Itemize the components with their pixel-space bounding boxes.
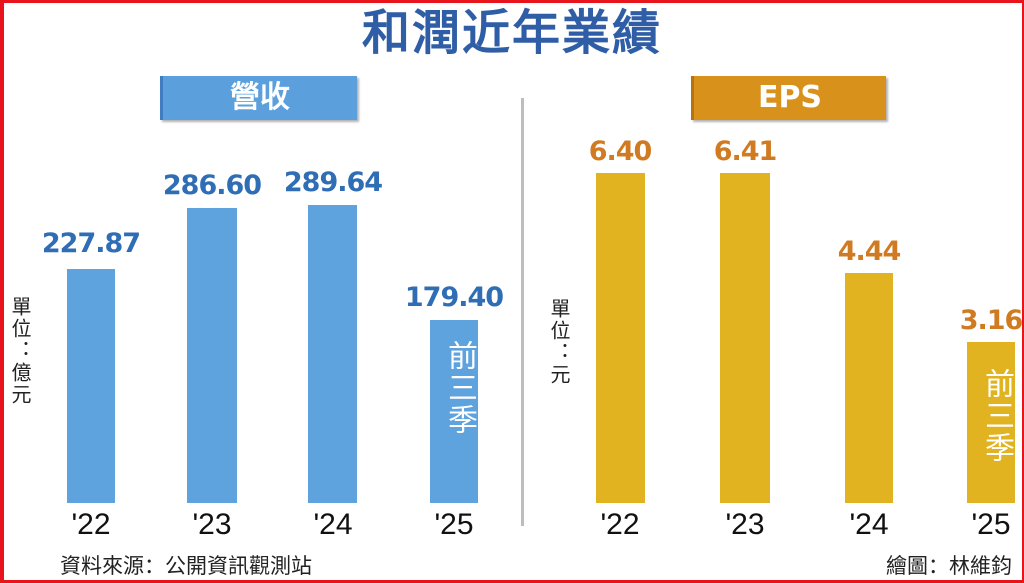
eps-xlabel-2025: '25	[971, 508, 1011, 541]
revenue-unit-label: 單位：億元	[8, 296, 32, 406]
panel-divider	[521, 98, 524, 526]
eps-panel-label: EPS	[691, 76, 886, 120]
revenue-value-2023: 286.60	[162, 170, 262, 201]
illustrator-credit: 繪圖：林維鈞	[886, 554, 1012, 578]
eps-bar-2025	[967, 342, 1015, 503]
revenue-bar-2023	[187, 208, 237, 503]
eps-bar-2024	[845, 273, 893, 503]
revenue-value-2024: 289.64	[283, 167, 383, 198]
eps-bar-2023	[720, 173, 770, 503]
revenue-xlabel-2025: '25	[434, 508, 474, 541]
eps-value-2024: 4.44	[837, 236, 902, 267]
revenue-bar-2024	[308, 205, 357, 503]
chart-title: 和潤近年業績	[361, 5, 662, 61]
eps-unit-label: 單位：元	[547, 298, 571, 386]
revenue-bar-2022	[67, 269, 115, 503]
eps-ytd-note: 前三季	[979, 368, 1014, 464]
revenue-ytd-note: 前三季	[442, 340, 477, 436]
eps-value-2022: 6.40	[588, 136, 653, 167]
eps-xlabel-2023: '23	[725, 508, 765, 541]
revenue-xlabel-2022: '22	[71, 508, 111, 541]
eps-value-2023: 6.41	[713, 136, 778, 167]
eps-xlabel-2024: '24	[849, 508, 889, 541]
revenue-panel-label: 營收	[160, 76, 357, 120]
revenue-value-2022: 227.87	[41, 228, 141, 259]
revenue-xlabel-2024: '24	[313, 508, 353, 541]
eps-value-2025: 3.16	[959, 305, 1024, 336]
revenue-bar-2025	[430, 320, 478, 503]
revenue-xlabel-2023: '23	[192, 508, 232, 541]
eps-xlabel-2022: '22	[600, 508, 640, 541]
eps-bar-2022	[596, 173, 645, 503]
revenue-value-2025: 179.40	[404, 282, 504, 313]
data-source-note: 資料來源：公開資訊觀測站	[60, 554, 312, 578]
